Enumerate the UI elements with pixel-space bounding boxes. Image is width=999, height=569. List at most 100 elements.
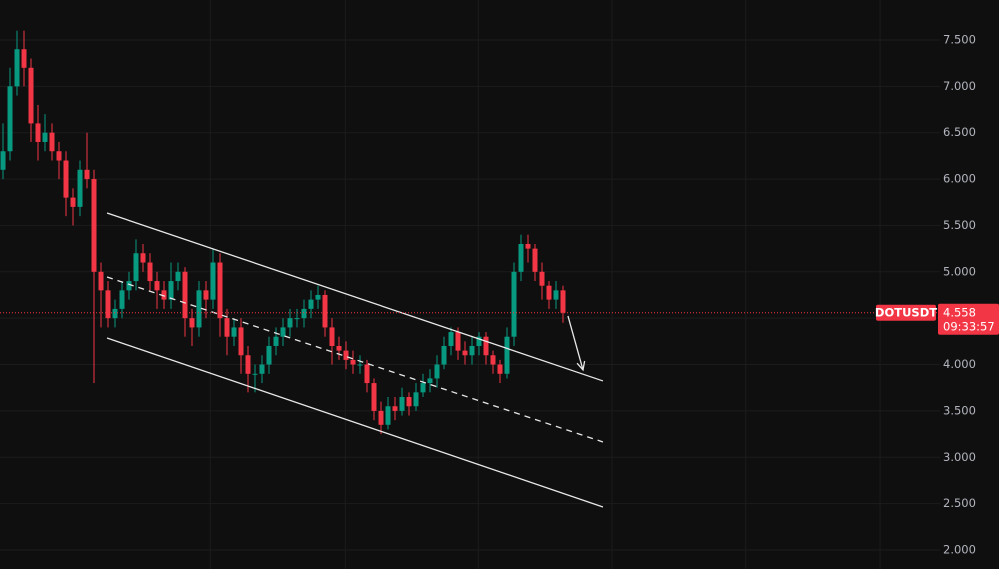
candle-body [455, 332, 461, 351]
symbol-label: DOTUSDT [875, 305, 937, 319]
candle-body [42, 132, 48, 142]
candle-body [343, 350, 349, 360]
candle-body [546, 285, 552, 300]
candle-body [399, 396, 405, 411]
y-tick-label: 5.000 [943, 264, 976, 278]
y-tick-label: 4.000 [943, 357, 976, 371]
candle-body [483, 336, 489, 356]
candle-body [175, 271, 181, 282]
candle-body [462, 350, 468, 356]
candle-body [301, 308, 307, 319]
trend-line [106, 212, 604, 382]
candle-body [133, 253, 139, 282]
candle-body [98, 271, 104, 291]
candle-body [441, 345, 447, 365]
candle-body [196, 290, 202, 328]
candle-body [126, 281, 132, 291]
candle-body [532, 248, 538, 272]
y-tick-label: 5.500 [943, 218, 976, 232]
candle-body [49, 132, 55, 152]
candle-body [210, 262, 216, 300]
candle-body [329, 327, 335, 346]
candle-body [266, 345, 272, 365]
candle-body [259, 364, 265, 374]
candle-body [189, 318, 195, 328]
y-tick-label: 3.000 [943, 450, 976, 464]
candle-body [161, 290, 167, 300]
candle-body [0, 151, 6, 170]
candle-body [511, 271, 517, 337]
candle-body [392, 406, 398, 411]
candle-body [504, 336, 510, 374]
candle-body [252, 373, 258, 375]
candle-body [7, 86, 13, 152]
candle-body [525, 243, 531, 249]
candle-body [91, 179, 97, 272]
last-price-label: 4.558 [943, 305, 976, 319]
y-tick-label: 7.000 [943, 79, 976, 93]
candle-body [63, 160, 69, 198]
candle-body [539, 271, 545, 286]
candle-body [112, 308, 118, 319]
candle-body [553, 290, 559, 300]
candle-body [406, 396, 412, 407]
candle-body [322, 294, 328, 328]
candle-body [56, 151, 62, 161]
candle-body [336, 345, 342, 351]
candle-body [35, 123, 41, 142]
candle-body [280, 327, 286, 337]
candle-body [77, 169, 83, 207]
candle-body [224, 318, 230, 337]
candle-body [84, 169, 90, 180]
candle-body [154, 281, 160, 291]
candle-body [364, 364, 370, 384]
y-tick-label: 6.000 [943, 172, 976, 186]
candle-body [434, 364, 440, 379]
candle-body [497, 364, 503, 374]
candle-body [378, 410, 384, 425]
candle-body [476, 336, 482, 346]
candle-body [217, 262, 223, 319]
arrow-line [567, 315, 584, 371]
candle-body [119, 290, 125, 309]
candle-body [140, 253, 146, 263]
candle-body [273, 336, 279, 346]
candle-body [413, 392, 419, 407]
y-tick-label: 2.500 [943, 496, 976, 510]
candle-body [560, 290, 566, 313]
candle-body [21, 49, 27, 68]
candle-body [28, 67, 34, 124]
candle-body [238, 327, 244, 356]
symbol-tag [876, 304, 936, 321]
candle-body [315, 294, 321, 300]
y-tick-label: 3.500 [943, 403, 976, 417]
candle-body [448, 332, 454, 346]
y-tick-label: 6.500 [943, 125, 976, 139]
candle-body [70, 197, 76, 207]
candle-body [287, 318, 293, 328]
price-tag [938, 303, 999, 335]
candle-body [308, 299, 314, 309]
candle-body [203, 290, 209, 300]
candle-body [420, 383, 426, 393]
candle-body [350, 359, 356, 365]
candle-body [385, 406, 391, 425]
candle-body [490, 355, 496, 365]
candle-body [427, 378, 433, 384]
candle-body [231, 327, 237, 337]
candle-body [168, 281, 174, 300]
candle-body [518, 243, 524, 272]
candle-body [294, 318, 300, 320]
candle-body [469, 345, 475, 356]
arrow-head [576, 360, 586, 372]
countdown-label: 09:33:57 [943, 319, 995, 333]
y-tick-label: 7.500 [943, 32, 976, 46]
candle-body [371, 383, 377, 411]
trend-line [106, 337, 604, 508]
candle-body [357, 364, 363, 366]
candle-body [147, 262, 153, 282]
candle-body [14, 49, 20, 87]
y-tick-label: 2.000 [943, 542, 976, 556]
